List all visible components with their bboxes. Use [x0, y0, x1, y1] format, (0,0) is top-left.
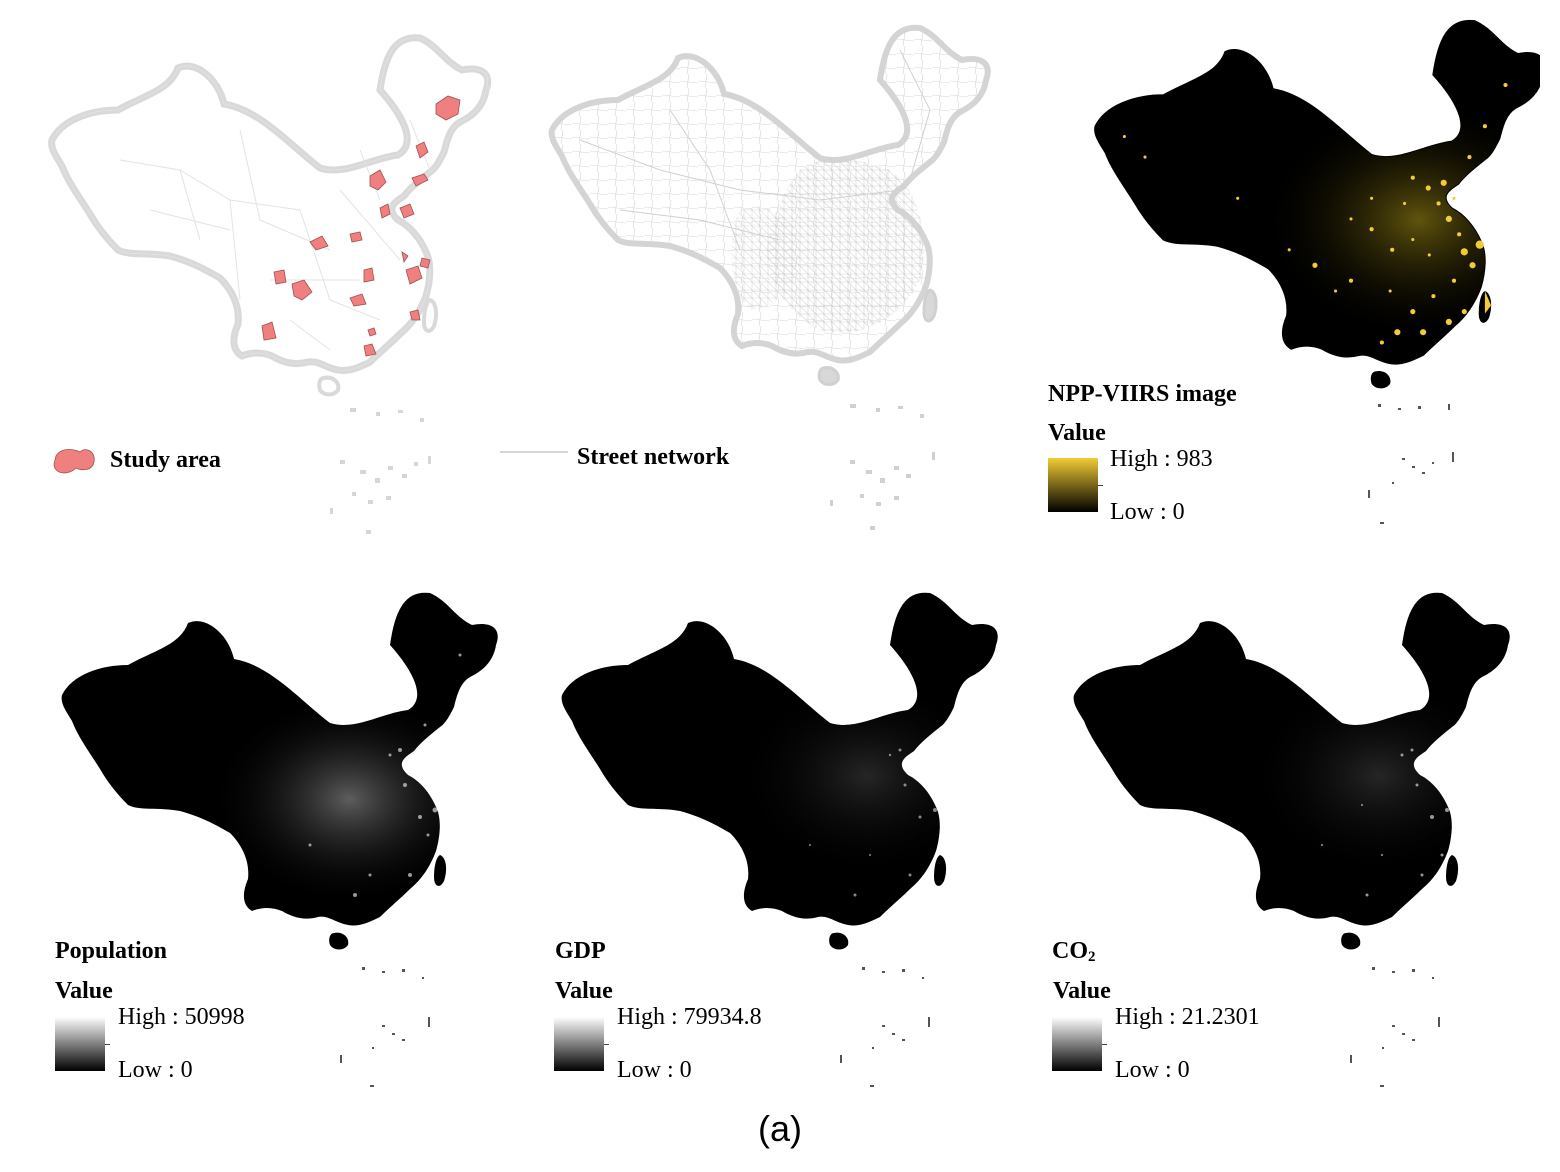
gdp-low-label: Low : 0: [617, 1057, 692, 1083]
street-network-legend-label: Street network: [577, 444, 730, 470]
population-color-ramp: [55, 1017, 105, 1071]
gdp-color-ramp: [554, 1017, 604, 1071]
npp-viirs-title: NPP-VIIRS image: [1048, 381, 1237, 407]
study-area-legend-label: Study area: [110, 447, 221, 473]
npp-viirs-value-label: Value: [1048, 420, 1106, 446]
co2-raster: [1073, 592, 1510, 950]
population-value-label: Value: [55, 978, 113, 1004]
south-china-sea-islands: [340, 967, 430, 1087]
co2-title-subscript: 2: [1088, 949, 1096, 965]
china-outline: [52, 38, 488, 397]
study-area-legend-swatch: [53, 449, 95, 474]
population-title: Population: [55, 938, 168, 964]
ramp-tick: [1102, 1044, 1107, 1045]
co2-low-label: Low : 0: [1115, 1057, 1190, 1083]
co2-value-label: Value: [1053, 978, 1111, 1004]
population-high-label: High : 50998: [118, 1004, 245, 1030]
population-low-label: Low : 0: [118, 1057, 193, 1083]
co2-color-ramp: [1052, 1017, 1102, 1071]
gdp-map: [561, 592, 998, 1087]
ramp-tick: [105, 1044, 110, 1045]
study-area-polygons: [261, 95, 461, 357]
street-network-lines: [552, 28, 988, 386]
street-network-map: [500, 0, 1000, 530]
south-china-sea-islands: [330, 408, 431, 534]
south-china-sea-islands: [1368, 404, 1454, 524]
population-raster: [61, 592, 498, 950]
gdp-value-label: Value: [555, 978, 613, 1004]
study-area-map: [0, 0, 500, 534]
npp-viirs-low-label: Low : 0: [1110, 499, 1185, 525]
south-china-sea-islands: [1350, 967, 1440, 1087]
figure-caption: (a): [758, 1108, 802, 1149]
gdp-raster: [561, 592, 998, 950]
ramp-tick: [1098, 485, 1103, 486]
npp-viirs-map: [1094, 19, 1540, 524]
npp-viirs-color-ramp: [1048, 458, 1098, 512]
ramp-tick: [604, 1044, 609, 1045]
co2-high-label: High : 21.2301: [1115, 1004, 1260, 1030]
co2-map: [1073, 592, 1510, 1087]
south-china-sea-islands: [840, 967, 930, 1087]
npp-viirs-high-label: High : 983: [1110, 446, 1213, 472]
gdp-title: GDP: [555, 938, 606, 964]
south-china-sea-islands: [830, 404, 935, 530]
gdp-high-label: High : 79934.8: [617, 1004, 762, 1030]
co2-title: CO2: [1052, 938, 1096, 966]
npp-viirs-raster: [1094, 19, 1540, 389]
population-map: [61, 592, 498, 1087]
co2-title-text: CO: [1052, 938, 1088, 964]
